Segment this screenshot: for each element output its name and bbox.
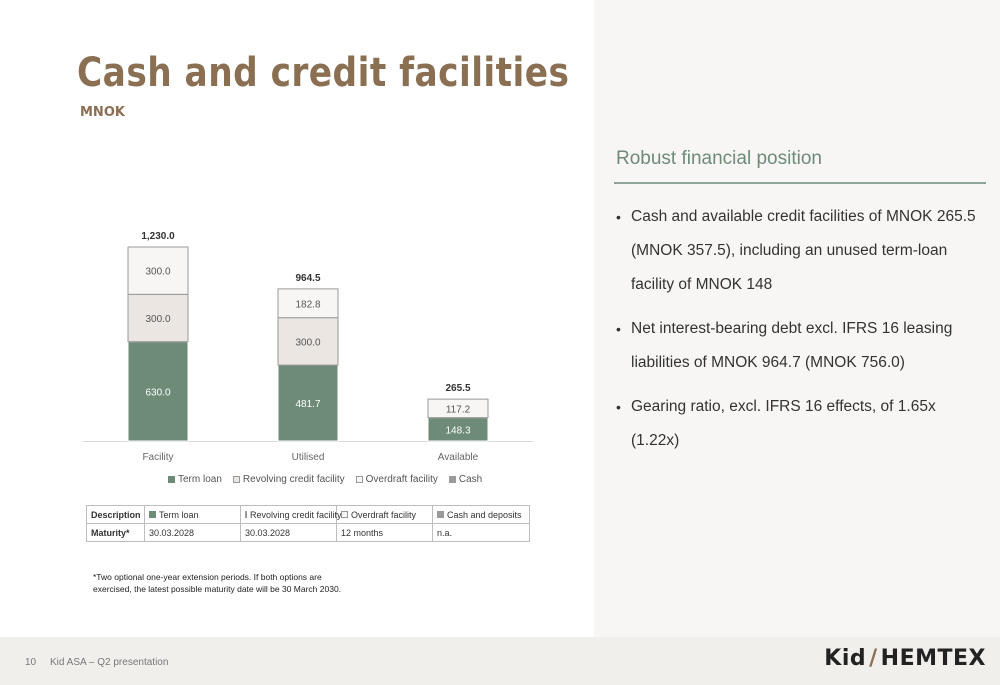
table-cell: 30.03.2028	[144, 523, 241, 542]
data-label: 300.0	[145, 314, 170, 325]
table-row: Description Term loan Revolving credit f…	[86, 505, 530, 524]
cell-text: Cash and deposits	[447, 509, 522, 520]
bullet-list: • Cash and available credit facilities of…	[616, 200, 986, 468]
facility-table: Description Term loan Revolving credit f…	[86, 505, 530, 542]
legend-label-term-loan: Term loan	[178, 474, 222, 485]
chart-legend: Term loan Revolving credit facility Over…	[168, 474, 482, 485]
company-logo: Kid / HEMTEX	[824, 646, 986, 671]
table-cell: Cash and deposits	[432, 505, 530, 524]
bar-segment-overdraft-facility	[127, 246, 189, 295]
data-label: 630.0	[145, 387, 170, 398]
legend-swatch-revolving	[232, 476, 240, 483]
bar-segment-revolving-credit-facility	[277, 317, 339, 366]
legend-item-overdraft: Overdraft facility	[355, 474, 438, 485]
logo-kid: Kid	[824, 646, 867, 671]
footnote: *Two optional one-year extension periods…	[93, 572, 342, 594]
stacked-bar-chart: 630.0 300.0 300.0 1,230.0 Facility 481.7 300.0…	[83, 231, 533, 463]
table-cell: Revolving credit facility	[240, 505, 342, 524]
cell-text: Revolving credit facility	[250, 509, 342, 520]
page-number: 10	[25, 657, 37, 668]
swatch-term-loan	[149, 511, 156, 518]
bullet-dot-icon: •	[616, 399, 621, 415]
data-label: 300.0	[145, 267, 170, 278]
bullet-item: • Net interest-bearing debt excl. IFRS 16…	[616, 312, 986, 380]
table-cell: 30.03.2028	[240, 523, 337, 542]
data-label: 148.3	[445, 425, 470, 436]
legend-label-overdraft: Overdraft facility	[365, 474, 438, 485]
legend-item-cash: Cash	[448, 474, 483, 485]
bullet-text: Cash and available credit facilities of …	[631, 208, 976, 293]
data-label: 182.8	[295, 299, 320, 310]
page-title: Cash and credit facilities	[77, 50, 570, 96]
bar-segment-term-loan	[127, 341, 189, 442]
legend-item-revolving: Revolving credit facility	[232, 474, 345, 485]
x-tick-label: Facility	[142, 452, 173, 463]
swatch-overdraft	[341, 511, 348, 518]
bullet-dot-icon: •	[616, 321, 621, 337]
table-cell: Description	[86, 505, 145, 524]
legend-swatch-cash	[448, 476, 456, 483]
bullet-dot-icon: •	[616, 209, 621, 225]
cell-text: Overdraft facility	[351, 509, 417, 520]
table-cell: n.a.	[432, 523, 530, 542]
bullet-text: Net interest-bearing debt excl. IFRS 16 …	[631, 320, 953, 371]
bar-segment-overdraft-facility	[427, 398, 489, 419]
panel-divider	[614, 182, 986, 184]
table-row: Maturity* 30.03.2028 30.03.2028 12 month…	[86, 523, 530, 542]
data-label: 117.2	[446, 404, 471, 415]
legend-label-cash: Cash	[458, 474, 483, 485]
legend-item-term-loan: Term loan	[168, 474, 222, 485]
x-tick-label: Available	[438, 452, 479, 463]
total-label: 265.5	[445, 383, 470, 394]
data-label: 481.7	[295, 399, 320, 410]
page-subtitle: MNOK	[80, 105, 125, 120]
bar-segment-term-loan	[277, 364, 339, 442]
table-cell: Term loan	[144, 505, 241, 524]
data-label: 300.0	[295, 337, 320, 348]
bar-segment-revolving-credit-facility	[127, 293, 189, 343]
table-cell: Overdraft facility	[336, 505, 433, 524]
swatch-cash	[437, 511, 444, 518]
table-cell: 12 months	[336, 523, 433, 542]
swatch-revolving	[245, 511, 247, 518]
panel-heading: Robust financial position	[616, 148, 822, 169]
table-cell: Maturity*	[86, 523, 145, 542]
legend-swatch-term-loan	[168, 476, 175, 483]
legend-label-revolving: Revolving credit facility	[242, 474, 345, 485]
bullet-item: • Gearing ratio, excl. IFRS 16 effects, o…	[616, 390, 986, 458]
cell-text: Term loan	[159, 509, 199, 520]
footer-label: Kid ASA – Q2 presentation	[50, 657, 169, 668]
right-panel	[594, 0, 1000, 637]
bar-segment-overdraft-facility	[277, 288, 339, 319]
legend-swatch-overdraft	[355, 476, 363, 483]
total-label: 964.5	[295, 273, 320, 284]
x-tick-label: Utilised	[292, 452, 325, 463]
bullet-text: Gearing ratio, excl. IFRS 16 effects, of…	[631, 398, 936, 449]
total-label: 1,230.0	[141, 231, 175, 242]
logo-hemtex: HEMTEX	[880, 646, 986, 671]
logo-slash: /	[869, 646, 878, 671]
footer-bar	[0, 637, 1000, 685]
bullet-item: • Cash and available credit facilities of…	[616, 200, 986, 302]
